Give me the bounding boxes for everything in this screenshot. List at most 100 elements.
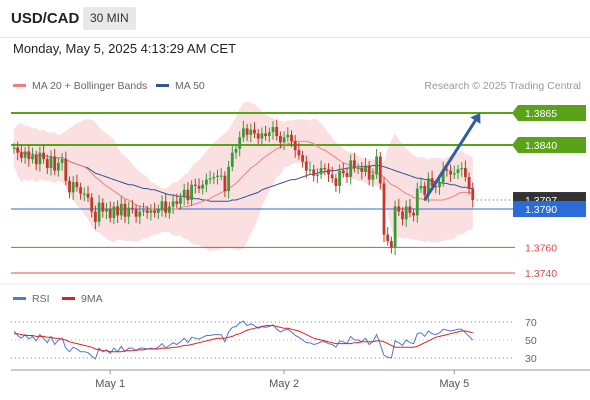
candle-body	[42, 152, 45, 160]
candle-body	[153, 210, 156, 213]
candle-body	[234, 148, 238, 153]
candle-body	[112, 206, 116, 218]
candle-body	[86, 193, 90, 198]
level-tag-bg-1.3840	[518, 137, 586, 153]
candle-body	[12, 147, 16, 149]
candle-body	[179, 197, 182, 204]
candle-body	[238, 137, 242, 149]
candle-body	[223, 175, 227, 192]
candle-body	[227, 166, 230, 192]
candle-body	[279, 136, 282, 143]
candle-body	[260, 133, 264, 139]
candle-body	[345, 173, 349, 177]
candle-body	[434, 185, 438, 188]
candle-body	[367, 165, 371, 180]
rsi-ma-swatch	[62, 296, 75, 300]
candle-body	[149, 210, 153, 213]
candle-body	[316, 174, 319, 176]
candle-body	[94, 211, 97, 222]
candle-body	[242, 128, 245, 138]
candle-body	[253, 129, 256, 134]
candle-body	[186, 189, 190, 201]
candle-body	[371, 174, 375, 180]
ma50-line	[13, 147, 473, 202]
rsi-tick-label-30: 30	[525, 353, 537, 365]
legend-rsi-label: RSI	[32, 293, 50, 305]
legend-ma20: MA 20 + Bollinger Bands	[13, 80, 147, 92]
candle-body	[175, 201, 179, 204]
candle-body	[364, 165, 367, 172]
rsi-ma-line	[14, 325, 473, 353]
candle-body	[293, 141, 297, 151]
candle-body	[427, 178, 430, 195]
candle-body	[219, 175, 223, 177]
candle-body	[378, 156, 382, 184]
candle-body	[90, 197, 94, 212]
candle-body	[212, 177, 216, 179]
candle-body	[116, 206, 119, 216]
candle-body	[330, 174, 334, 179]
candle-body	[419, 185, 423, 189]
candle-body	[182, 189, 186, 198]
timeframe-badge[interactable]: 30 MIN	[83, 7, 136, 30]
candle-body	[312, 169, 316, 176]
candle-body	[197, 185, 201, 189]
candle-body	[438, 182, 441, 188]
header-bar: USD/CAD 30 MIN	[0, 0, 590, 38]
legend-ma50: MA 50	[156, 80, 205, 92]
level-label-1.3790: 1.3790	[525, 204, 557, 216]
level-label-1.3760: 1.3760	[525, 242, 557, 254]
candle-body	[171, 201, 175, 207]
candle-body	[27, 151, 31, 160]
candle-body	[45, 159, 49, 169]
candle-body	[49, 156, 53, 169]
candle-body	[464, 168, 467, 177]
candle-body	[334, 178, 338, 186]
candle-body	[123, 203, 127, 217]
candle-body	[23, 151, 27, 158]
candle-body	[53, 156, 57, 171]
candle-body	[267, 132, 271, 137]
candle-body	[445, 169, 449, 171]
candle-body	[101, 202, 105, 212]
time-tick-label-2: May 5	[439, 378, 469, 390]
candle-body	[408, 206, 412, 213]
rsi-tick-label-70: 70	[525, 317, 537, 329]
candle-body	[138, 211, 142, 217]
candle-body	[271, 127, 275, 133]
candle-body	[38, 152, 42, 165]
candle-body	[108, 209, 112, 218]
candle-body	[356, 168, 360, 170]
candle-body	[430, 178, 434, 186]
candle-body	[79, 187, 82, 194]
candle-body	[275, 127, 279, 137]
candle-body	[264, 133, 267, 137]
candle-body	[382, 183, 386, 235]
rsi-swatch	[13, 296, 26, 300]
ma20-swatch	[13, 83, 26, 87]
level-tag-bg-1.3790	[513, 201, 586, 217]
candle-body	[34, 155, 38, 165]
candle-body	[404, 206, 408, 220]
candle-body	[160, 201, 164, 209]
candle-body	[301, 155, 304, 162]
candle-body	[71, 182, 75, 193]
level-tag-bg-1.3865	[518, 105, 586, 121]
candle-body	[131, 207, 134, 209]
candle-body	[156, 209, 160, 213]
level-tag-pointer-1.3865	[512, 105, 518, 121]
ma20-line	[13, 140, 473, 211]
candle-body	[193, 184, 197, 186]
candle-body	[393, 206, 397, 248]
candle-body	[460, 168, 464, 170]
candle-body	[168, 206, 171, 213]
level-tag-pointer-1.3840	[512, 137, 518, 153]
candle-body	[75, 182, 79, 188]
candle-body	[441, 169, 445, 183]
candle-body	[452, 173, 456, 175]
ma50-swatch	[156, 83, 169, 87]
candle-body	[127, 207, 131, 217]
candle-body	[201, 184, 205, 189]
research-credit: Research © 2025 Trading Central	[424, 80, 581, 92]
candle-body	[297, 150, 301, 156]
